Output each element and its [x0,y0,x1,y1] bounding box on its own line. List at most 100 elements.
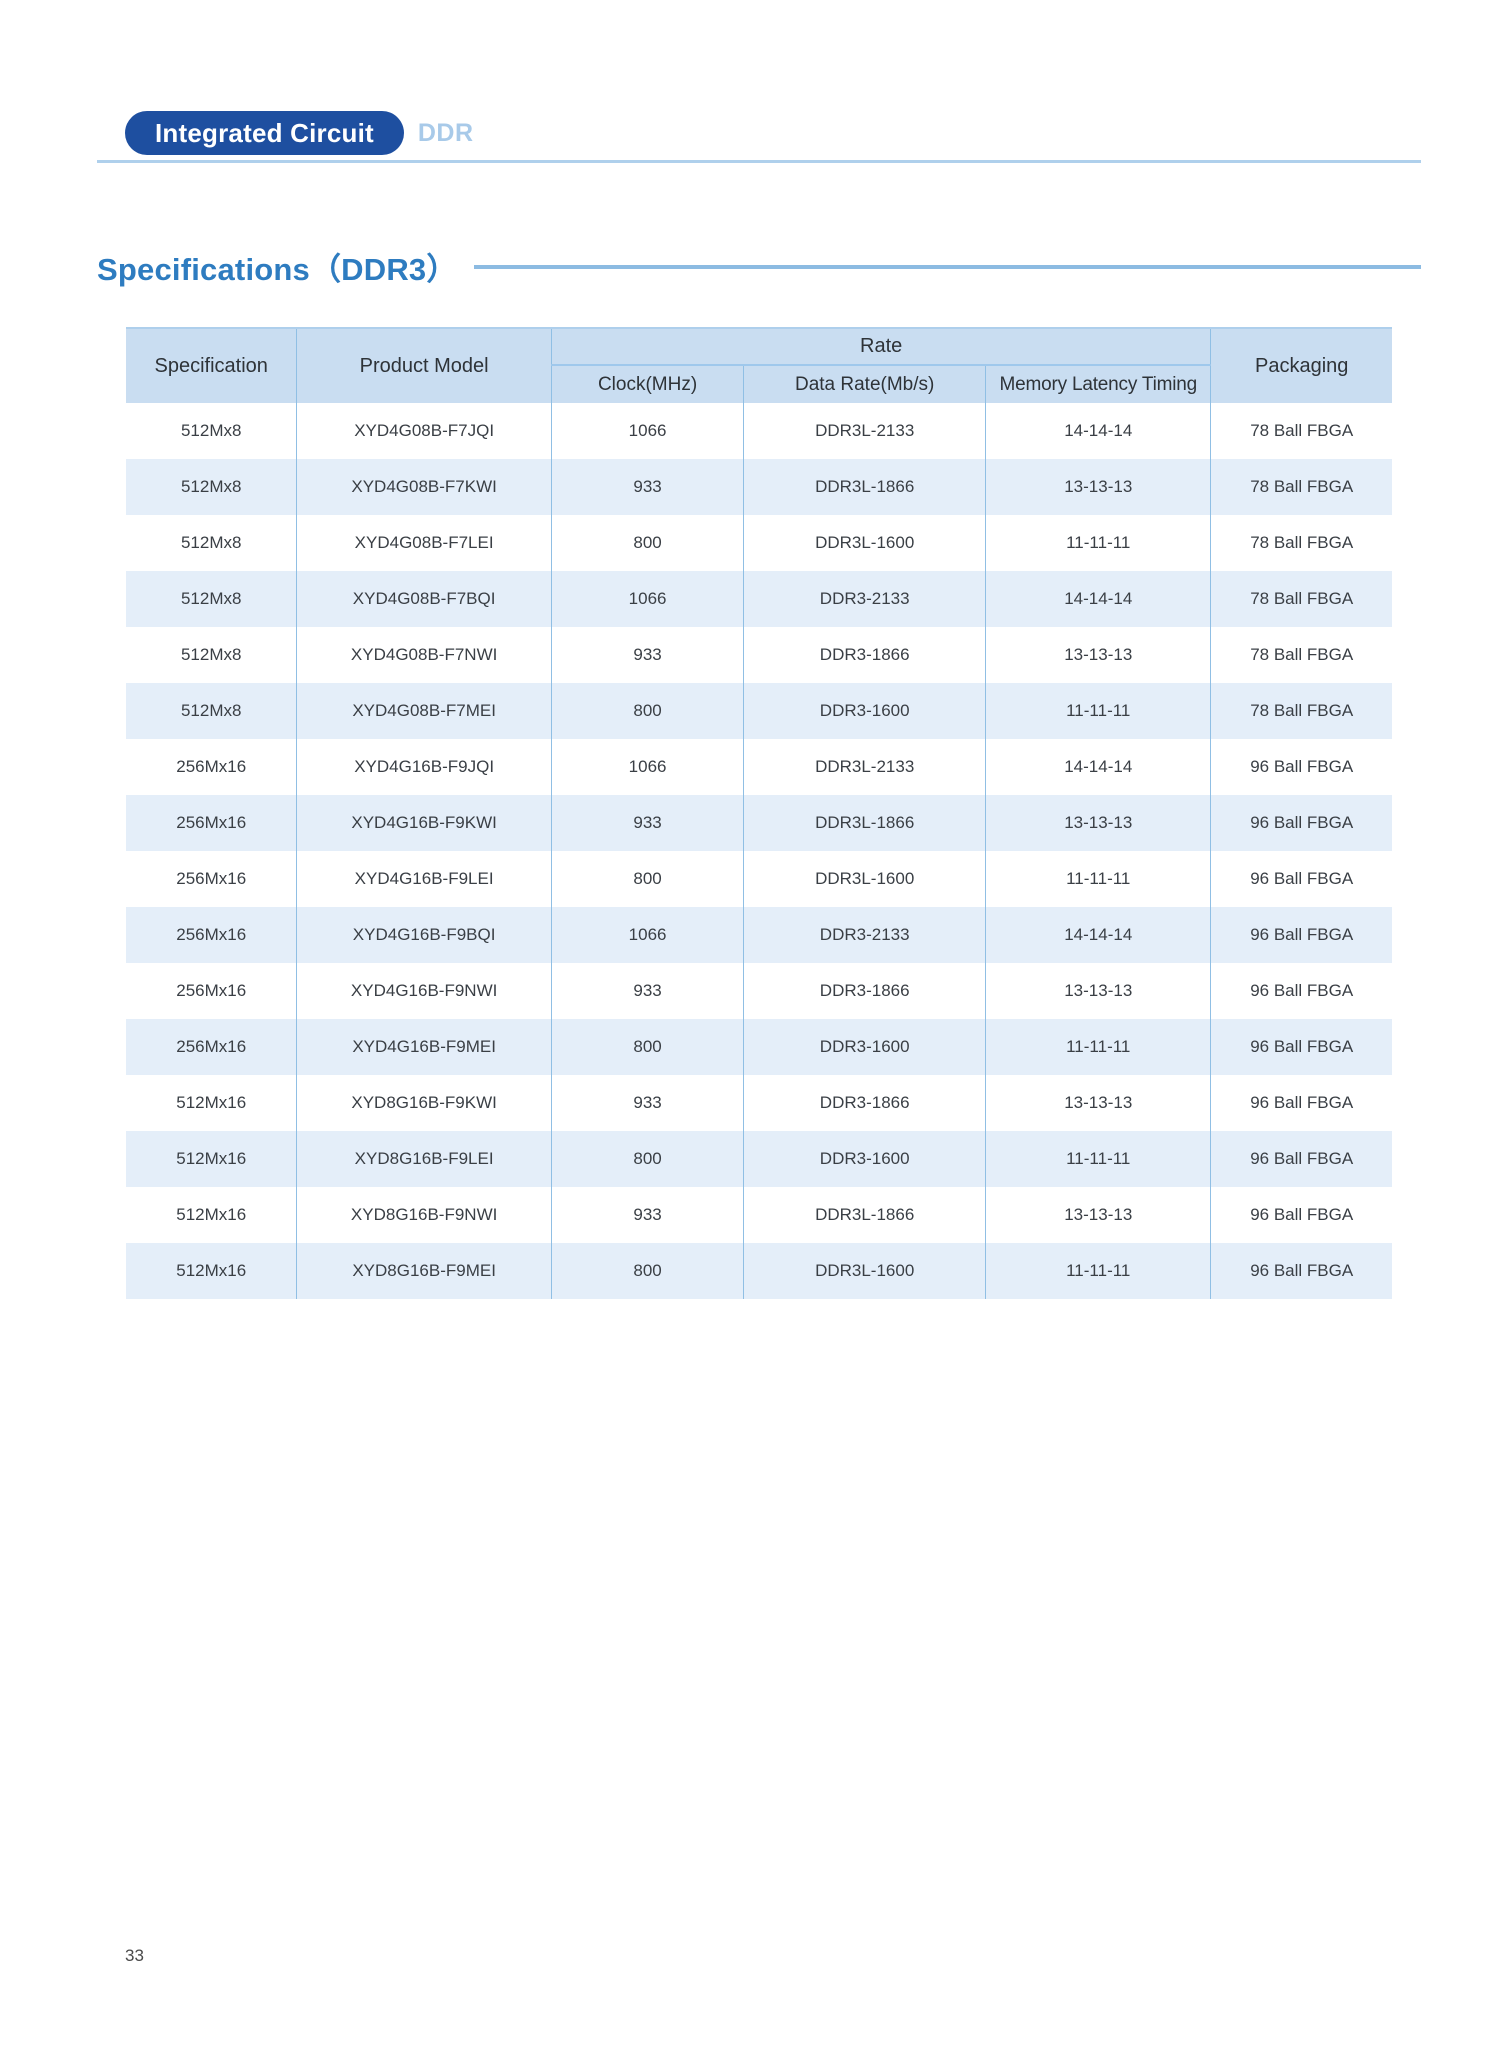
cell-packaging: 78 Ball FBGA [1210,571,1392,627]
cell-clock: 1066 [550,571,745,627]
table-row: 512Mx8 XYD4G08B-F7MEI 800 DDR3-1600 11-1… [126,683,1392,739]
cell-specification: 512Mx16 [126,1187,298,1243]
cell-data-rate: DDR3-2133 [743,571,987,627]
cell-data-rate: DDR3L-1600 [743,515,987,571]
spec-table-header: Specification Product Model Rate Packagi… [126,328,1392,403]
cell-packaging: 96 Ball FBGA [1210,907,1392,963]
cell-product-model: XYD4G08B-F7NWI [296,627,552,683]
cell-product-model: XYD4G08B-F7KWI [296,459,552,515]
cell-clock: 800 [550,683,745,739]
col-header-latency: Memory Latency Timing [985,365,1211,403]
cell-data-rate: DDR3-1866 [743,963,987,1019]
cell-clock: 800 [550,515,745,571]
cell-product-model: XYD4G16B-F9BQI [296,907,552,963]
page-title: Specifications（DDR3） [97,252,458,287]
header-row-sub: Clock(MHz) Data Rate(Mb/s) Memory Latenc… [126,365,1392,403]
cell-latency: 11-11-11 [985,1243,1212,1299]
table-row: 256Mx16 XYD4G16B-F9NWI 933 DDR3-1866 13-… [126,963,1392,1019]
table-row: 256Mx16 XYD4G16B-F9BQI 1066 DDR3-2133 14… [126,907,1392,963]
table-row: 512Mx16 XYD8G16B-F9LEI 800 DDR3-1600 11-… [126,1131,1392,1187]
cell-product-model: XYD4G16B-F9KWI [296,795,552,851]
cell-data-rate: DDR3-1600 [743,1019,987,1075]
cell-data-rate: DDR3L-1600 [743,1243,987,1299]
cell-clock: 1066 [550,907,745,963]
cell-product-model: XYD4G08B-F7JQI [296,403,552,459]
integrated-circuit-badge: Integrated Circuit [125,111,404,155]
cell-packaging: 78 Ball FBGA [1210,683,1392,739]
cell-latency: 13-13-13 [985,459,1212,515]
spec-table-body: 512Mx8 XYD4G08B-F7JQI 1066 DDR3L-2133 14… [126,403,1392,1299]
table-row: 512Mx16 XYD8G16B-F9KWI 933 DDR3-1866 13-… [126,1075,1392,1131]
cell-packaging: 96 Ball FBGA [1210,1187,1392,1243]
cell-packaging: 96 Ball FBGA [1210,1019,1392,1075]
cell-packaging: 96 Ball FBGA [1210,1075,1392,1131]
cell-specification: 512Mx8 [126,515,298,571]
cell-clock: 933 [550,1075,745,1131]
cell-latency: 13-13-13 [985,963,1212,1019]
cell-specification: 256Mx16 [126,851,298,907]
cell-specification: 256Mx16 [126,739,298,795]
category-label: DDR [417,118,474,147]
cell-packaging: 96 Ball FBGA [1210,739,1392,795]
cell-latency: 11-11-11 [985,1131,1212,1187]
cell-latency: 11-11-11 [985,515,1212,571]
cell-latency: 14-14-14 [985,907,1212,963]
cell-product-model: XYD8G16B-F9MEI [296,1243,552,1299]
table-row: 512Mx8 XYD4G08B-F7BQI 1066 DDR3-2133 14-… [126,571,1392,627]
cell-packaging: 78 Ball FBGA [1210,403,1392,459]
cell-specification: 512Mx16 [126,1243,298,1299]
cell-specification: 512Mx16 [126,1131,298,1187]
cell-packaging: 78 Ball FBGA [1210,515,1392,571]
spec-table: Specification Product Model Rate Packagi… [126,327,1392,1299]
col-header-clock: Clock(MHz) [551,365,745,403]
cell-latency: 14-14-14 [985,571,1212,627]
cell-clock: 933 [550,963,745,1019]
cell-clock: 933 [550,795,745,851]
brand-header: Integrated Circuit DDR [125,111,474,155]
cell-clock: 800 [550,851,745,907]
cell-data-rate: DDR3-1866 [743,1075,987,1131]
table-row: 512Mx16 XYD8G16B-F9MEI 800 DDR3L-1600 11… [126,1243,1392,1299]
table-row: 512Mx8 XYD4G08B-F7LEI 800 DDR3L-1600 11-… [126,515,1392,571]
cell-specification: 512Mx8 [126,403,298,459]
col-header-specification: Specification [126,328,298,403]
cell-clock: 800 [550,1131,745,1187]
page-number: 33 [125,1946,144,1965]
cell-product-model: XYD8G16B-F9LEI [296,1131,552,1187]
cell-clock: 1066 [550,739,745,795]
section-title-row: Specifications（DDR3） [97,244,1421,289]
cell-latency: 11-11-11 [985,1019,1212,1075]
cell-clock: 800 [550,1019,745,1075]
cell-product-model: XYD8G16B-F9NWI [296,1187,552,1243]
header-divider-line [97,160,1421,163]
cell-data-rate: DDR3-1600 [743,1131,987,1187]
cell-specification: 512Mx16 [126,1075,298,1131]
cell-data-rate: DDR3L-1866 [743,459,987,515]
cell-specification: 256Mx16 [126,1019,298,1075]
cell-data-rate: DDR3-1866 [743,627,987,683]
cell-data-rate: DDR3L-1600 [743,851,987,907]
cell-packaging: 96 Ball FBGA [1210,963,1392,1019]
table-row: 256Mx16 XYD4G16B-F9JQI 1066 DDR3L-2133 1… [126,739,1392,795]
cell-product-model: XYD8G16B-F9KWI [296,1075,552,1131]
cell-latency: 14-14-14 [985,403,1212,459]
cell-latency: 14-14-14 [985,739,1212,795]
cell-data-rate: DDR3L-1866 [743,1187,987,1243]
cell-product-model: XYD4G16B-F9JQI [296,739,552,795]
cell-product-model: XYD4G08B-F7BQI [296,571,552,627]
table-row: 256Mx16 XYD4G16B-F9LEI 800 DDR3L-1600 11… [126,851,1392,907]
cell-latency: 11-11-11 [985,851,1212,907]
col-header-packaging: Packaging [1210,328,1392,403]
cell-product-model: XYD4G16B-F9LEI [296,851,552,907]
cell-latency: 13-13-13 [985,1075,1212,1131]
cell-specification: 512Mx8 [126,683,298,739]
cell-specification: 512Mx8 [126,459,298,515]
cell-data-rate: DDR3-2133 [743,907,987,963]
cell-data-rate: DDR3L-2133 [743,403,987,459]
cell-packaging: 96 Ball FBGA [1210,795,1392,851]
cell-packaging: 78 Ball FBGA [1210,627,1392,683]
cell-latency: 13-13-13 [985,1187,1212,1243]
cell-product-model: XYD4G08B-F7MEI [296,683,552,739]
spec-table-container: Specification Product Model Rate Packagi… [126,327,1392,1299]
cell-product-model: XYD4G16B-F9NWI [296,963,552,1019]
